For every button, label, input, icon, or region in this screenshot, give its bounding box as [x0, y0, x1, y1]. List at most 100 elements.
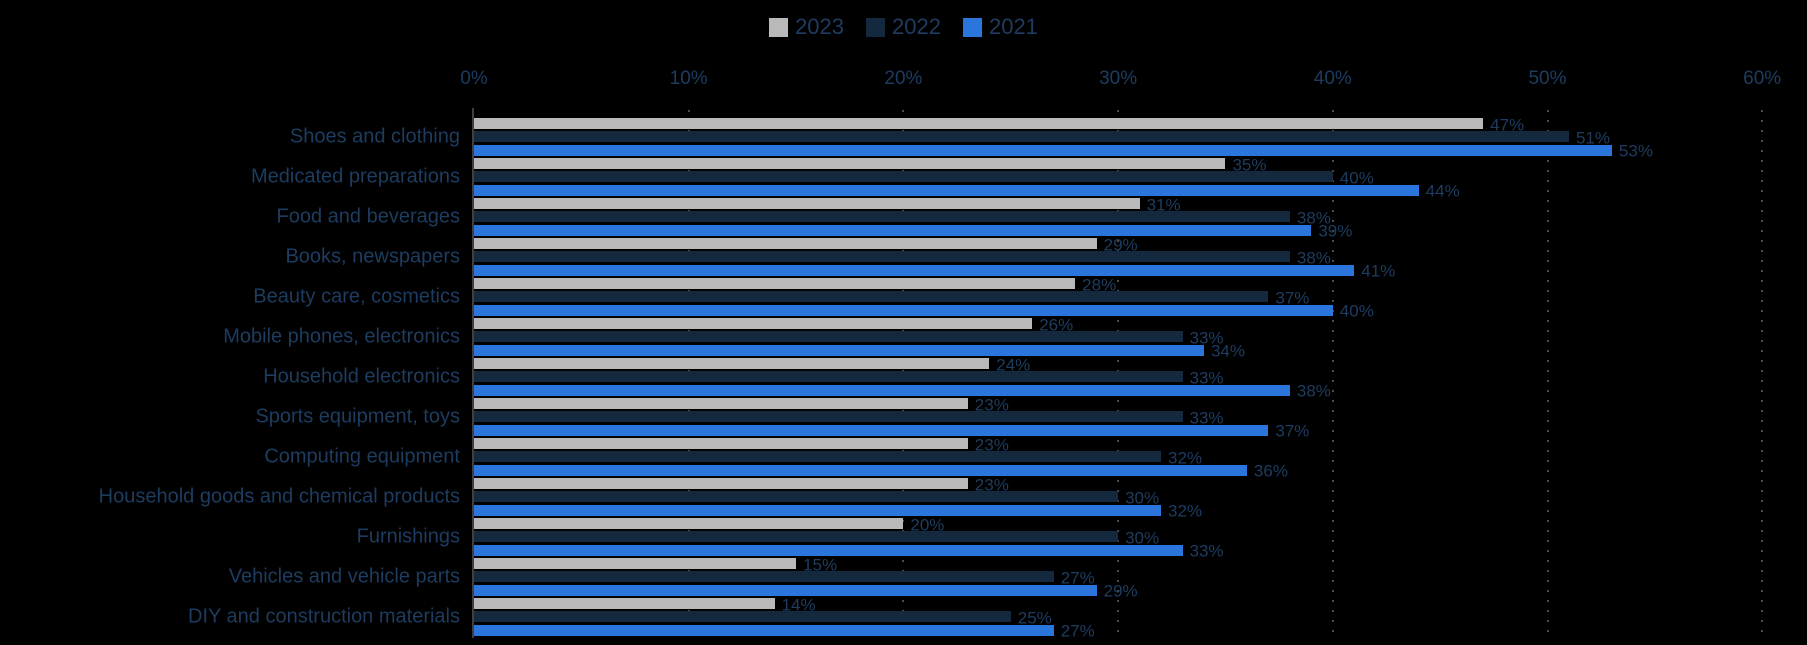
bar-2021-medicated-preparations: [474, 184, 1419, 196]
value-label-2023-household-electronics: 24%: [996, 355, 1031, 374]
value-label-2022-medicated-preparations: 40%: [1339, 168, 1374, 188]
legend-item-2022: 2022: [866, 16, 941, 38]
value-label-2021-books-newspapers: 41%: [1361, 261, 1396, 281]
bar-2021-computing-equipment: [474, 464, 1247, 476]
value-label-2023-mobile-phones-electronics: 26%: [1039, 315, 1074, 334]
value-label-2021-computing-equipment: 36%: [1253, 461, 1288, 481]
value-label-2023-vehicles-and-vehicle-parts: 15%: [803, 555, 838, 574]
bar-2023-diy-and-construction-materials: [474, 598, 775, 609]
bar-2021-household-electronics: [474, 384, 1290, 396]
bar-2022-beauty-care-cosmetics: [474, 291, 1269, 303]
value-label-2021-shoes-and-clothing: 53%: [1618, 141, 1653, 161]
category-label-shoes-and-clothing: Shoes and clothing: [289, 125, 460, 147]
bar-2022-food-and-beverages: [474, 211, 1290, 223]
bar-2023-mobile-phones-electronics: [474, 318, 1033, 329]
gridline-50pct: [1546, 110, 1549, 638]
legend-swatch-2021: [962, 17, 982, 37]
bar-2021-shoes-and-clothing: [474, 144, 1612, 156]
bar-2022-shoes-and-clothing: [474, 131, 1569, 143]
value-label-2021-medicated-preparations: 44%: [1425, 181, 1460, 201]
bar-2021-diy-and-construction-materials: [474, 624, 1054, 636]
value-label-2023-computing-equipment: 23%: [974, 435, 1009, 454]
bar-2021-household-goods-and-chemical-products: [474, 504, 1162, 516]
legend-item-2023: 2023: [769, 16, 844, 38]
x-axis-tick-60pct: 60%: [1743, 68, 1782, 89]
bar-2021-mobile-phones-electronics: [474, 344, 1204, 356]
value-label-2022-mobile-phones-electronics: 33%: [1189, 328, 1224, 348]
x-axis-tick-10pct: 10%: [669, 68, 708, 89]
bar-2022-sports-equipment-toys: [474, 411, 1183, 423]
legend-swatch-2023: [769, 17, 789, 37]
bar-2022-medicated-preparations: [474, 171, 1333, 183]
value-label-2021-diy-and-construction-materials: 27%: [1060, 621, 1095, 641]
value-label-2022-shoes-and-clothing: 51%: [1575, 128, 1610, 148]
value-label-2021-household-electronics: 38%: [1296, 381, 1331, 401]
value-label-2022-household-electronics: 33%: [1189, 368, 1224, 388]
bar-2021-vehicles-and-vehicle-parts: [474, 584, 1097, 596]
bar-2022-books-newspapers: [474, 251, 1290, 263]
bar-2022-diy-and-construction-materials: [474, 611, 1011, 623]
category-label-sports-equipment-toys: Sports equipment, toys: [255, 405, 460, 427]
category-label-diy-and-construction-materials: DIY and construction materials: [188, 605, 460, 627]
legend-item-2021: 2021: [962, 16, 1038, 38]
legend-swatch-2022: [866, 17, 886, 37]
value-label-2023-books-newspapers: 29%: [1103, 235, 1138, 254]
bar-2021-books-newspapers: [474, 264, 1355, 276]
value-label-2023-furnishings: 20%: [910, 515, 945, 534]
x-axis-tick-0pct: 0%: [460, 68, 488, 89]
value-label-2022-vehicles-and-vehicle-parts: 27%: [1060, 568, 1095, 588]
value-label-2022-beauty-care-cosmetics: 37%: [1275, 288, 1310, 308]
y-axis-line: [472, 108, 474, 638]
bar-2021-beauty-care-cosmetics: [474, 304, 1333, 316]
category-label-food-and-beverages: Food and beverages: [276, 205, 460, 227]
category-label-beauty-care-cosmetics: Beauty care, cosmetics: [253, 285, 460, 307]
bar-2023-household-electronics: [474, 358, 990, 369]
x-axis-tick-40pct: 40%: [1313, 68, 1352, 89]
value-label-2022-sports-equipment-toys: 33%: [1189, 408, 1224, 428]
bar-2022-household-goods-and-chemical-products: [474, 491, 1119, 503]
bar-2023-food-and-beverages: [474, 198, 1140, 209]
bar-2023-computing-equipment: [474, 438, 968, 449]
value-label-2022-computing-equipment: 32%: [1168, 448, 1203, 468]
value-label-2021-vehicles-and-vehicle-parts: 29%: [1103, 581, 1138, 601]
value-label-2022-furnishings: 30%: [1125, 528, 1160, 548]
bar-2023-shoes-and-clothing: [474, 118, 1484, 129]
value-label-2023-beauty-care-cosmetics: 28%: [1082, 275, 1117, 294]
value-label-2023-sports-equipment-toys: 23%: [974, 395, 1009, 414]
legend-label-2023: 2023: [795, 14, 845, 39]
value-label-2021-household-goods-and-chemical-products: 32%: [1168, 501, 1203, 521]
bar-2022-household-electronics: [474, 371, 1183, 383]
value-label-2022-books-newspapers: 38%: [1296, 248, 1331, 268]
bar-2023-medicated-preparations: [474, 158, 1226, 169]
category-label-vehicles-and-vehicle-parts: Vehicles and vehicle parts: [228, 565, 460, 587]
bar-2021-furnishings: [474, 544, 1183, 556]
bar-2022-mobile-phones-electronics: [474, 331, 1183, 343]
bar-2022-computing-equipment: [474, 451, 1162, 463]
value-label-2021-beauty-care-cosmetics: 40%: [1339, 301, 1374, 321]
category-label-household-electronics: Household electronics: [263, 365, 460, 387]
bar-2021-food-and-beverages: [474, 224, 1312, 236]
bar-2022-furnishings: [474, 531, 1119, 543]
x-axis-tick-20pct: 20%: [884, 68, 923, 89]
value-label-2021-sports-equipment-toys: 37%: [1275, 421, 1310, 441]
value-label-2023-food-and-beverages: 31%: [1146, 195, 1181, 214]
value-label-2023-diy-and-construction-materials: 14%: [781, 595, 816, 614]
bar-2023-household-goods-and-chemical-products: [474, 478, 968, 489]
gridline-40pct: [1331, 110, 1334, 638]
value-label-2023-medicated-preparations: 35%: [1232, 155, 1267, 174]
category-label-books-newspapers: Books, newspapers: [285, 245, 460, 267]
bar-2023-beauty-care-cosmetics: [474, 278, 1076, 289]
category-label-household-goods-and-chemical-products: Household goods and chemical products: [98, 485, 460, 507]
category-label-mobile-phones-electronics: Mobile phones, electronics: [223, 325, 460, 347]
value-label-2023-shoes-and-clothing: 47%: [1490, 115, 1525, 134]
bar-2022-vehicles-and-vehicle-parts: [474, 571, 1054, 583]
legend-label-2022: 2022: [892, 14, 941, 39]
value-label-2022-diy-and-construction-materials: 25%: [1017, 608, 1052, 628]
x-axis-tick-30pct: 30%: [1099, 68, 1138, 89]
legend: 2023 2022 2021: [0, 16, 1807, 38]
value-label-2021-furnishings: 33%: [1189, 541, 1224, 561]
value-label-2021-food-and-beverages: 39%: [1318, 221, 1353, 241]
value-label-2022-food-and-beverages: 38%: [1296, 208, 1331, 228]
bar-2023-furnishings: [474, 518, 904, 529]
